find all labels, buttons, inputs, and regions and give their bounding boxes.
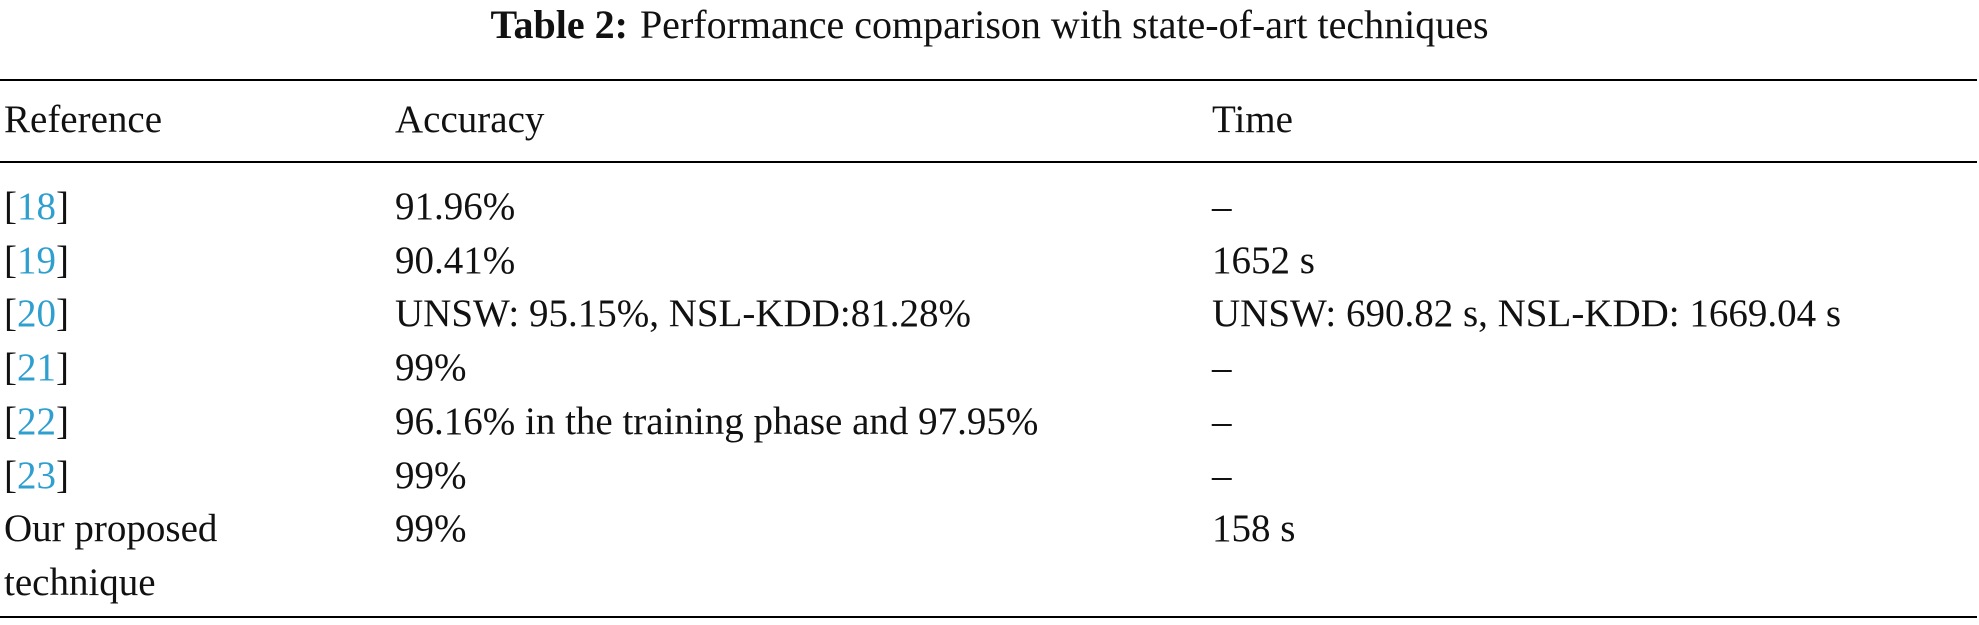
comparison-table: Reference Accuracy Time [18] 91.96% – [19] 9… <box>0 79 1977 618</box>
bracket: [ <box>4 453 17 497</box>
table-row: [20] UNSW: 95.15%, NSL-KDD:81.28% UNSW: 69… <box>0 287 1977 341</box>
table-header: Reference Accuracy Time <box>0 80 1977 162</box>
header-cell: Time <box>1212 97 1293 141</box>
bracket: ] <box>56 453 69 497</box>
bracket: ] <box>56 292 69 336</box>
bracket: ] <box>56 346 69 390</box>
citation-link[interactable]: 21 <box>17 346 56 390</box>
table-row: [23] 99% – <box>0 449 1977 503</box>
citation-link[interactable]: 19 <box>17 238 56 282</box>
reference-cell: [20] <box>0 287 391 341</box>
reference-cell: [19] <box>0 234 391 288</box>
reference-cell: [18] <box>0 162 391 234</box>
reference-text: Our proposed technique <box>4 507 218 605</box>
bracket: [ <box>4 346 17 390</box>
reference-cell: [22] <box>0 395 391 449</box>
accuracy-cell: UNSW: 95.15%, NSL-KDD:81.28% <box>395 292 971 336</box>
time-cell: 158 s <box>1212 507 1296 551</box>
accuracy-cell: 91.96% <box>395 185 516 228</box>
citation-link[interactable]: 18 <box>17 185 56 228</box>
accuracy-cell: 96.16% in the training phase and 97.95% <box>395 399 1039 443</box>
header-cell: Accuracy <box>395 97 545 141</box>
bracket: [ <box>4 292 17 336</box>
table-caption: Table 2: Performance comparison with stat… <box>0 0 1979 50</box>
time-cell: – <box>1212 346 1232 390</box>
accuracy-cell: 99% <box>395 507 467 551</box>
bracket: ] <box>56 238 69 282</box>
time-cell: – <box>1212 185 1232 228</box>
table-row: [18] 91.96% – <box>0 162 1977 234</box>
citation-link[interactable]: 20 <box>17 292 56 336</box>
time-cell: UNSW: 690.82 s, NSL-KDD: 1669.04 s <box>1212 292 1842 336</box>
table-row: [21] 99% – <box>0 341 1977 395</box>
bracket: [ <box>4 238 17 282</box>
accuracy-cell: 90.41% <box>395 238 516 282</box>
time-cell: – <box>1212 399 1232 443</box>
caption-label: Table 2: <box>490 2 628 47</box>
reference-cell: Our proposed technique <box>0 502 391 617</box>
bracket: [ <box>4 185 17 228</box>
accuracy-cell: 99% <box>395 346 467 390</box>
reference-cell: [21] <box>0 341 391 395</box>
caption-text: Performance comparison with state-of-art… <box>639 2 1489 47</box>
table-row: [19] 90.41% 1652 s <box>0 234 1977 288</box>
header-row: Reference Accuracy Time <box>0 80 1977 162</box>
table-row: Our proposed technique 99% 158 s <box>0 502 1977 618</box>
bracket: ] <box>56 399 69 443</box>
bracket: [ <box>4 399 17 443</box>
bracket: ] <box>56 185 69 228</box>
citation-link[interactable]: 23 <box>17 453 56 497</box>
citation-link[interactable]: 22 <box>17 399 56 443</box>
table-row: [22] 96.16% in the training phase and 97.… <box>0 395 1977 449</box>
accuracy-cell: 99% <box>395 453 467 497</box>
time-cell: 1652 s <box>1212 238 1315 282</box>
time-cell: – <box>1212 453 1232 497</box>
reference-cell: [23] <box>0 449 391 503</box>
table-body: [18] 91.96% – [19] 90.41% 1652 s [20] UNSW: 95.… <box>0 162 1977 618</box>
header-cell: Reference <box>4 97 163 141</box>
